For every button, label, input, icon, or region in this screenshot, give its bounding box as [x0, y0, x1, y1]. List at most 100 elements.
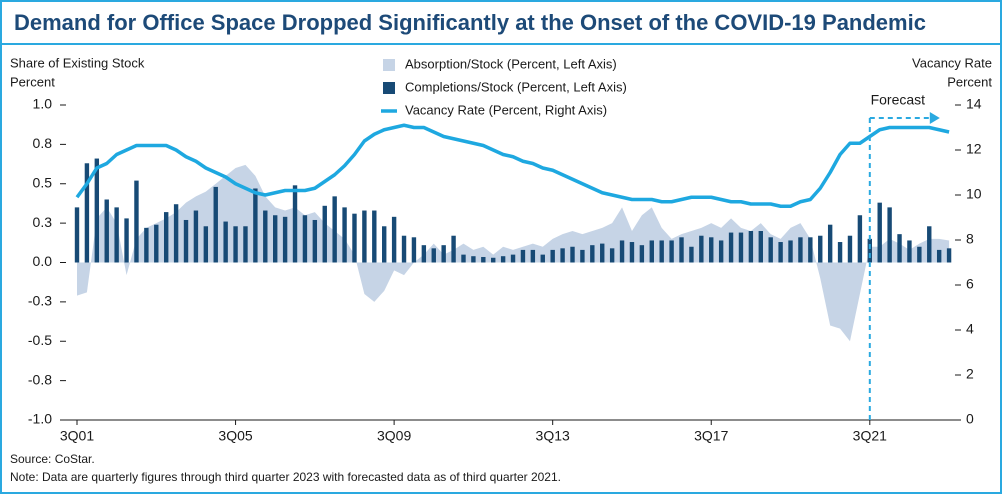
bar: [837, 242, 843, 263]
bar: [352, 213, 357, 263]
bar: [580, 249, 585, 263]
bar: [847, 235, 853, 263]
bar: [877, 202, 882, 263]
y2-tick-label: 6: [966, 276, 974, 292]
bar: [391, 216, 397, 263]
bar: [768, 237, 773, 263]
x-tick-label: 3Q09: [377, 428, 411, 444]
bar: [382, 226, 387, 263]
bar: [669, 240, 674, 263]
y2-tick-label: 0: [966, 411, 974, 427]
bar: [203, 226, 209, 263]
bar: [243, 226, 248, 263]
bar: [163, 212, 169, 263]
bar: [332, 196, 337, 263]
bar: [451, 235, 456, 263]
bar: [84, 163, 90, 263]
bar: [342, 207, 347, 263]
bar: [431, 248, 436, 263]
bar: [173, 204, 179, 263]
y-tick-label: 1.0: [33, 96, 53, 112]
bar: [491, 257, 496, 263]
bar: [659, 240, 664, 263]
bar: [421, 245, 427, 263]
bar: [471, 256, 476, 263]
bar: [897, 234, 902, 263]
bar: [520, 249, 526, 263]
bar: [709, 237, 714, 263]
bar: [738, 232, 744, 263]
y2-axis-label: Vacancy Rate: [912, 55, 992, 70]
bar: [94, 158, 100, 263]
x-tick-label: 3Q05: [218, 428, 252, 444]
y2-tick-label: 12: [966, 141, 982, 157]
forecast-arrowhead: [929, 112, 940, 124]
bar: [441, 245, 446, 263]
y2-tick-label: 10: [966, 186, 982, 202]
legend-label: Completions/Stock (Percent, Left Axis): [405, 79, 627, 94]
bar: [570, 246, 575, 263]
bar: [649, 240, 654, 263]
y-tick-label: -0.3: [28, 293, 52, 309]
vacancy-line: [75, 123, 950, 208]
bar: [679, 237, 684, 263]
bar: [292, 185, 298, 263]
bar: [223, 221, 228, 263]
y-tick-label: 0.3: [33, 214, 53, 230]
legend-label: Absorption/Stock (Percent, Left Axis): [405, 56, 617, 71]
y2-axis-label: Percent: [947, 74, 992, 89]
x-tick-label: 3Q21: [853, 428, 887, 444]
bar: [144, 227, 149, 263]
bar: [183, 219, 189, 263]
bar: [827, 224, 833, 263]
bar: [857, 215, 863, 263]
bar: [500, 256, 506, 263]
y-tick-label: 0.5: [33, 174, 53, 190]
y2-tick-label: 8: [966, 231, 974, 247]
bar: [302, 215, 308, 263]
bar: [263, 210, 268, 263]
forecast-label: Forecast: [871, 92, 926, 108]
x-tick-label: 3Q17: [694, 428, 728, 444]
bar: [629, 242, 635, 263]
bar: [758, 231, 763, 263]
footnote: Note: Data are quarterly figures through…: [10, 470, 561, 484]
bar: [560, 248, 565, 263]
bar: [282, 216, 288, 263]
x-tick-label: 3Q01: [60, 428, 94, 444]
bar: [887, 207, 892, 263]
bar: [550, 249, 555, 263]
chart-title: Demand for Office Space Dropped Signific…: [14, 10, 926, 35]
bar: [798, 237, 803, 263]
bar: [124, 218, 129, 263]
bar: [481, 256, 486, 263]
bar: [946, 248, 952, 263]
bar: [74, 207, 80, 263]
bar: [907, 240, 912, 263]
bar: [639, 245, 645, 263]
bar: [728, 232, 734, 263]
legend-swatch: [383, 82, 395, 94]
bar: [510, 254, 516, 263]
y-tick-label: -0.5: [28, 332, 52, 348]
bar: [540, 254, 545, 263]
bar: [788, 240, 793, 263]
bar: [193, 210, 199, 263]
bar: [808, 237, 813, 263]
legend-swatch: [383, 59, 395, 71]
bar: [362, 210, 367, 263]
bar: [936, 249, 942, 263]
source-note: Source: CoStar.: [10, 452, 95, 466]
bar: [609, 248, 615, 263]
y2-tick-label: 2: [966, 366, 974, 382]
bar: [699, 235, 704, 263]
bar: [213, 186, 218, 263]
bar: [600, 243, 605, 263]
legend-label: Vacancy Rate (Percent, Right Axis): [405, 102, 607, 117]
bar: [322, 205, 327, 263]
bar: [867, 238, 872, 263]
bar: [104, 199, 109, 263]
bar: [718, 240, 724, 263]
bar: [689, 246, 694, 263]
